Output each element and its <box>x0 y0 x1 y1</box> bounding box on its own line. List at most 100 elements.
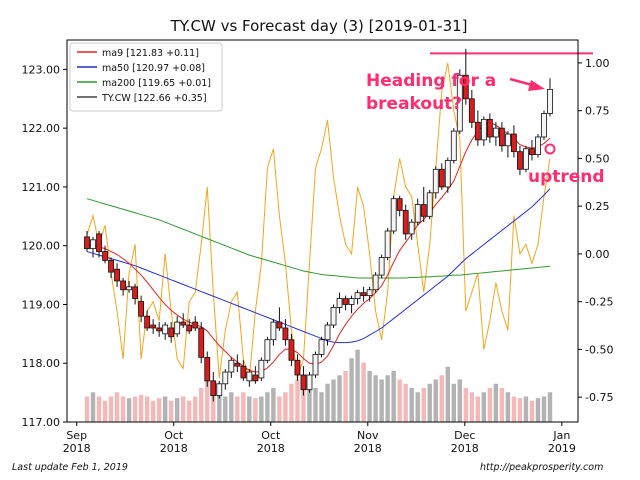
candle-body <box>324 324 331 341</box>
legend-label: ma200 [119.65 +0.01] <box>102 78 211 89</box>
candle <box>402 204 409 240</box>
volume-bar <box>475 396 481 422</box>
candle-body <box>306 374 313 391</box>
candle <box>348 295 355 314</box>
volume-bar <box>493 383 499 422</box>
right-axis-tick-label: 0.25 <box>585 200 610 213</box>
candle <box>210 372 217 402</box>
volume-bar <box>535 398 541 422</box>
candle-body <box>511 133 517 153</box>
volume-bar <box>108 396 114 422</box>
candle-body <box>312 354 319 376</box>
volume-bar <box>451 383 456 422</box>
volume-bar <box>319 392 324 422</box>
volume-bar <box>241 392 246 422</box>
candle <box>366 286 373 302</box>
candle-body <box>282 327 289 341</box>
legend-label: ma50 [120.97 +0.08] <box>102 63 205 74</box>
moving-averages <box>86 121 551 373</box>
candle <box>541 110 547 140</box>
candle <box>294 354 301 381</box>
left-axis-tick-label: 117.00 <box>22 416 61 429</box>
volume-bar <box>90 392 96 422</box>
candle <box>276 307 283 331</box>
candle-body <box>264 339 271 361</box>
candle <box>204 351 211 387</box>
candle <box>96 231 102 258</box>
volume-bar <box>523 396 529 422</box>
candle <box>102 245 108 264</box>
candle <box>535 134 541 158</box>
volume-bar <box>265 392 270 422</box>
candle-body <box>517 151 523 170</box>
volume-bar <box>517 398 523 422</box>
candle <box>234 354 241 373</box>
left-axis-tick-label: 122.00 <box>22 122 61 135</box>
x-axis-tick-label-year: 2018 <box>257 442 285 455</box>
candle <box>174 316 181 337</box>
x-axis-tick-label-month: Nov <box>357 429 379 442</box>
volume-bar <box>138 394 144 422</box>
candle-body <box>468 98 475 123</box>
candle-body <box>252 374 259 382</box>
volume-bar <box>355 349 360 422</box>
volume-bar <box>487 388 493 422</box>
candle-body <box>366 289 373 297</box>
candle <box>438 163 445 190</box>
candle-body <box>444 160 451 188</box>
volume-bar <box>385 375 390 422</box>
volume-bar <box>349 358 354 422</box>
candle <box>180 313 187 328</box>
volume-bar <box>469 392 475 422</box>
candle <box>468 89 475 129</box>
candle <box>432 166 439 199</box>
volume-bar <box>343 371 348 422</box>
volume-bar <box>84 396 90 422</box>
volume-bar <box>217 392 222 422</box>
candle <box>498 122 505 152</box>
x-axis-tick-label-year: 2018 <box>354 442 382 455</box>
volume-bar <box>391 371 396 422</box>
candle-body <box>523 148 529 170</box>
volume-bar <box>132 396 138 422</box>
last-update-text: Last update Feb 1, 2019 <box>12 462 128 473</box>
x-axis-tick-label-year: 2019 <box>548 442 576 455</box>
candle <box>390 195 397 234</box>
candle-body <box>474 121 481 141</box>
candle <box>450 128 457 164</box>
candle <box>426 189 433 220</box>
volume-bar <box>331 379 336 422</box>
volume-bar <box>247 396 252 422</box>
candle-body <box>204 356 211 382</box>
annotation-arrow-head <box>528 80 545 91</box>
volume-bar <box>367 371 372 422</box>
candle <box>462 48 469 105</box>
candle <box>300 366 307 396</box>
candle-body <box>222 371 229 385</box>
candle <box>492 122 499 146</box>
x-axis-tick-label-month: Oct <box>261 429 281 442</box>
candle-body <box>240 365 247 379</box>
candle-body <box>186 324 193 332</box>
volume-bar <box>403 383 408 422</box>
x-axis-tick-label-year: 2018 <box>451 442 479 455</box>
volume-bar <box>529 400 535 422</box>
candle <box>216 380 223 399</box>
chart-title: TY.CW vs Forecast day (3) [2019-01-31] <box>169 17 467 35</box>
candle <box>108 257 114 279</box>
candle-body <box>432 168 439 194</box>
candle <box>523 145 529 173</box>
candle-body <box>529 148 535 156</box>
candle <box>354 289 361 305</box>
candlesticks <box>84 48 553 402</box>
candle <box>408 219 415 240</box>
volume-bar <box>259 396 264 422</box>
candle-body <box>84 236 90 250</box>
left-axis-tick-label: 120.00 <box>22 240 61 253</box>
volume-bar <box>373 375 378 422</box>
candle <box>511 125 517 158</box>
plot-frame <box>66 39 579 423</box>
annotation-uptrend-marker <box>544 143 556 155</box>
volume-bar <box>120 396 126 422</box>
candle-body <box>96 233 102 252</box>
